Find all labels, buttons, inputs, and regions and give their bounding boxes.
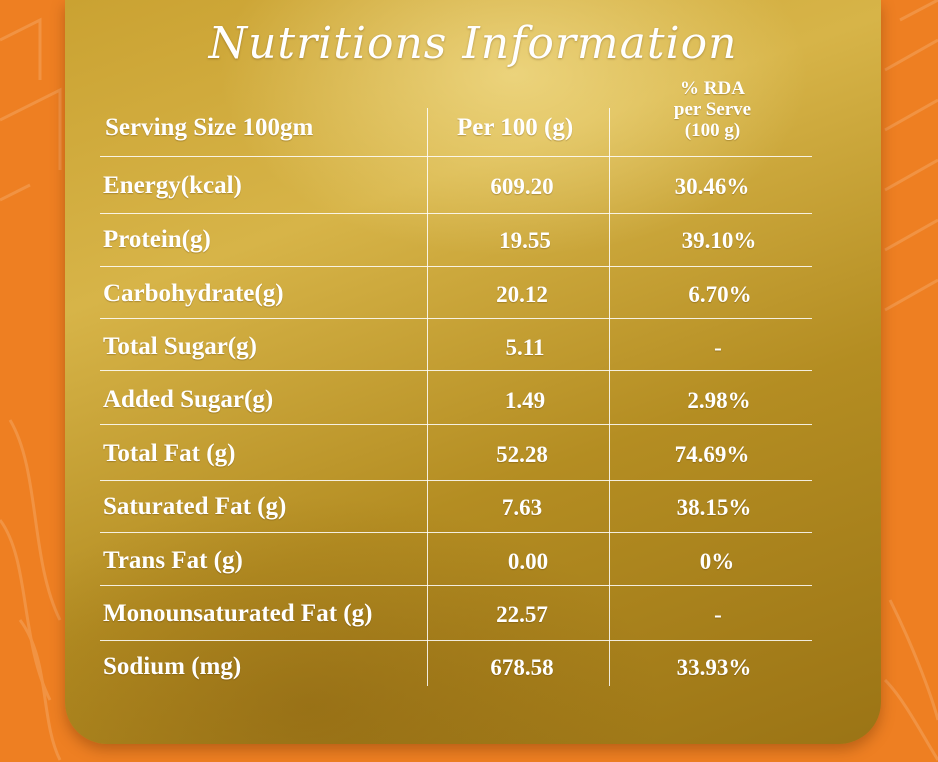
row-rda-saturated-fat: 38.15% xyxy=(676,495,752,520)
row-divider xyxy=(100,424,812,425)
row-label-added-sugar: Added Sugar(g) xyxy=(103,386,274,413)
row-label-total-fat: Total Fat (g) xyxy=(103,440,236,467)
row-divider xyxy=(100,156,812,157)
rda-header-line1: % RDA xyxy=(680,78,745,99)
row-divider xyxy=(100,318,812,319)
row-rda-total-fat: 74.69% xyxy=(674,442,750,467)
row-label-saturated-fat: Saturated Fat (g) xyxy=(103,493,287,520)
row-per100-saturated-fat: 7.63 xyxy=(501,495,543,520)
row-divider xyxy=(100,640,812,641)
row-label-monounsaturated-fat: Monounsaturated Fat (g) xyxy=(103,600,373,627)
row-per100-monounsaturated-fat: 22.57 xyxy=(496,602,548,627)
row-divider xyxy=(100,213,812,214)
column-divider-2 xyxy=(609,108,610,686)
row-rda-protein: 39.10% xyxy=(681,228,757,253)
row-per100-total-fat: 52.28 xyxy=(496,442,548,467)
row-divider xyxy=(100,480,812,481)
row-per100-trans-fat: 0.00 xyxy=(507,549,549,574)
row-rda-carbohydrate: 6.70% xyxy=(688,282,752,307)
row-per100-total-sugar: 5.11 xyxy=(505,335,545,360)
row-rda-added-sugar: 2.98% xyxy=(687,388,751,413)
title: Nutritions Information xyxy=(208,18,738,69)
row-per100-sodium: 678.58 xyxy=(490,655,554,680)
row-rda-energy: 30.46% xyxy=(674,174,750,199)
row-label-energy: Energy(kcal) xyxy=(103,172,242,199)
row-label-sodium: Sodium (mg) xyxy=(103,653,242,680)
row-divider xyxy=(100,585,812,586)
serving-size-header: Serving Size 100gm xyxy=(105,114,314,141)
row-label-total-sugar: Total Sugar(g) xyxy=(103,333,257,360)
row-per100-added-sugar: 1.49 xyxy=(504,388,546,413)
row-divider xyxy=(100,266,812,267)
row-rda-sodium: 33.93% xyxy=(676,655,752,680)
row-rda-total-sugar: - xyxy=(714,335,722,360)
rda-header-line2: per Serve xyxy=(673,99,752,120)
column-divider-1 xyxy=(427,108,428,686)
row-per100-energy: 609.20 xyxy=(490,174,554,199)
row-divider xyxy=(100,370,812,371)
row-per100-protein: 19.55 xyxy=(499,228,551,253)
rda-header: % RDA per Serve (100 g) xyxy=(635,78,790,141)
row-label-trans-fat: Trans Fat (g) xyxy=(103,547,243,574)
rda-header-line3: (100 g) xyxy=(684,120,741,141)
row-label-carbohydrate: Carbohydrate(g) xyxy=(103,280,284,307)
row-label-protein: Protein(g) xyxy=(103,226,211,253)
row-rda-trans-fat: 0% xyxy=(699,549,735,574)
row-rda-monounsaturated-fat: - xyxy=(714,602,722,627)
per-100-header: Per 100 (g) xyxy=(457,114,574,141)
row-per100-carbohydrate: 20.12 xyxy=(496,282,548,307)
nutrition-panel: Nutritions Information Serving Size 100g… xyxy=(65,0,881,744)
row-divider xyxy=(100,532,812,533)
